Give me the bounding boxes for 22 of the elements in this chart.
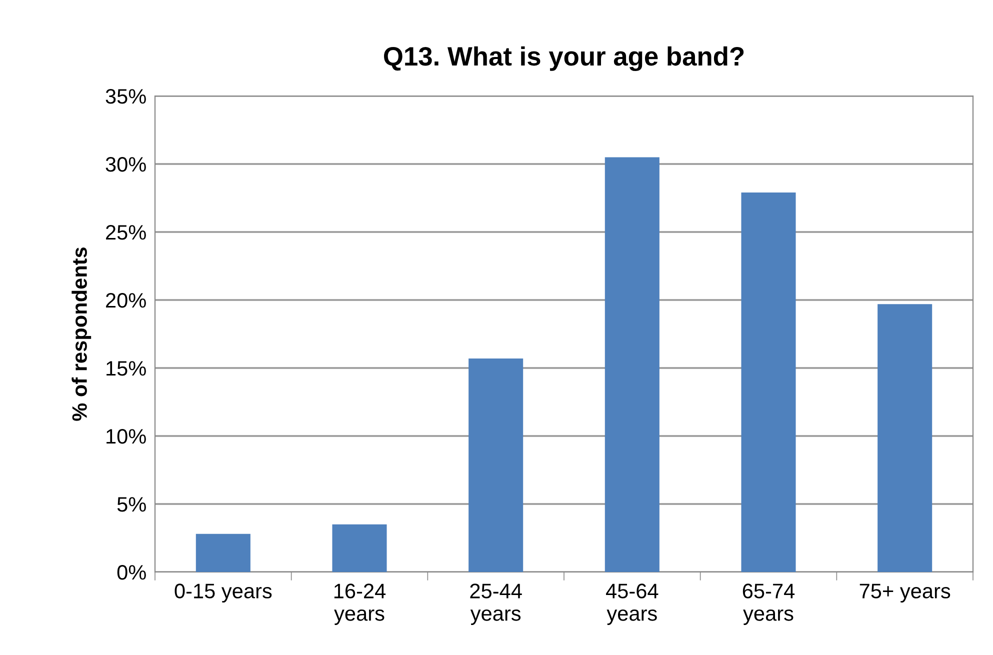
y-tick-label: 25%	[106, 225, 146, 240]
bar	[196, 534, 250, 572]
x-tick-label: 0-15 years	[174, 584, 272, 603]
y-tick-label: 35%	[106, 89, 146, 104]
y-tick-label: 0%	[117, 565, 146, 580]
y-tick-label: 5%	[117, 497, 146, 512]
y-axis-title: % of respondents	[72, 247, 92, 421]
x-tick-label: 75+ years	[860, 584, 950, 603]
x-tick-label: 16-24 years	[334, 584, 386, 625]
bar	[878, 304, 932, 572]
chart-title: Q13. What is your age band?	[384, 46, 744, 72]
y-tick-label: 30%	[106, 157, 146, 172]
y-tick-label: 20%	[106, 293, 146, 308]
x-tick-label: 65-74 years	[742, 584, 795, 625]
bar	[741, 192, 796, 572]
bar	[332, 524, 387, 572]
y-tick-label: 15%	[106, 361, 146, 376]
bar	[468, 358, 524, 572]
bar	[604, 157, 660, 572]
y-tick-label: 10%	[106, 429, 146, 444]
x-tick-label: 25-44 years	[470, 584, 522, 625]
x-tick-label: 45-64 years	[606, 584, 658, 625]
